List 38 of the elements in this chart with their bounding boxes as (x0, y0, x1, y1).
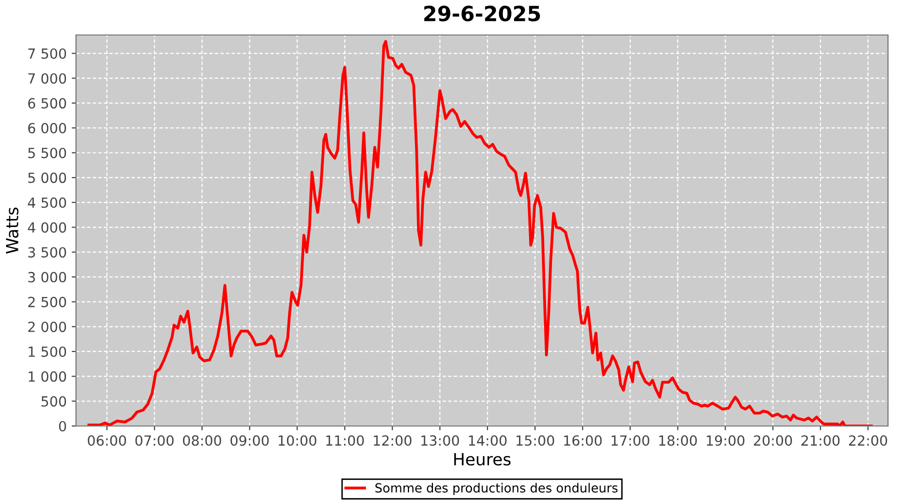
y-tick-label: 2 000 (28, 322, 66, 332)
y-tick-label: 2 500 (28, 296, 66, 308)
x-tick-label: 17:00 (612, 435, 650, 446)
y-tick-label: 7 000 (28, 73, 66, 84)
x-tick-label: 15:00 (516, 435, 554, 446)
y-tick-label: 5 500 (28, 148, 66, 158)
x-tick-label: 11:00 (326, 435, 364, 446)
y-tick-label: 4 000 (28, 222, 66, 233)
x-tick-label: 12:00 (374, 435, 412, 446)
x-tick-label: 13:00 (421, 435, 459, 446)
y-axis-title: Watts (6, 208, 18, 254)
y-tick-label: 5 000 (28, 172, 66, 184)
y-tick-label: 6 500 (28, 98, 66, 109)
y-tick-label: 1 000 (28, 371, 66, 382)
x-tick-label: 10:00 (278, 435, 316, 446)
line-series (87, 40, 873, 426)
y-tick-label: 7 500 (28, 48, 66, 59)
chart-title: 29-6-2025 (424, 6, 540, 22)
x-tick-label: 18:00 (659, 435, 697, 446)
x-tick-label: 06:00 (88, 435, 126, 446)
y-tick-label: 3 500 (28, 247, 66, 258)
y-tick-label: 1 500 (28, 346, 66, 357)
y-tick-label: 6 000 (28, 122, 66, 134)
x-tick-label: 09:00 (230, 435, 269, 446)
y-tick-label: 3 000 (28, 272, 66, 282)
y-tick-label: 500 (42, 396, 66, 407)
y-tick-label: 4 500 (28, 197, 66, 208)
x-tick-label: 16:00 (564, 435, 602, 446)
x-tick-label: 14:00 (468, 435, 507, 446)
x-tick-label: 08:00 (182, 435, 222, 446)
x-tick-label: 21:00 (801, 435, 840, 446)
legend-label: Somme des productions des onduleurs (375, 482, 618, 496)
x-tick-label: 19:00 (706, 435, 744, 446)
x-axis-title: Heures (454, 453, 511, 466)
y-tick-label: 0 (59, 420, 66, 432)
x-tick-label: 07:00 (135, 435, 174, 446)
x-tick-label: 20:00 (754, 435, 792, 446)
x-tick-label: 22:00 (849, 435, 888, 446)
